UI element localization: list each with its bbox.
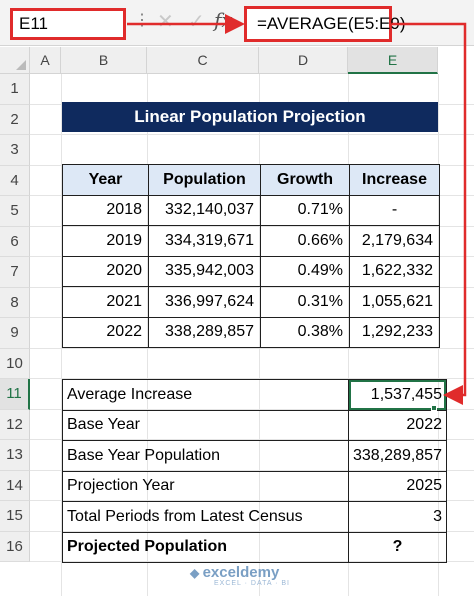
column-header-c[interactable]: C	[147, 47, 259, 74]
column-header-e[interactable]: E	[348, 47, 438, 74]
name-box[interactable]: E11	[10, 8, 126, 40]
summary-row: Projected Population ?	[62, 531, 447, 563]
column-header-a[interactable]: A	[30, 47, 61, 74]
summary-table: Average Increase 1,537,455 Base Year 202…	[62, 379, 447, 563]
select-all-corner[interactable]	[0, 47, 30, 74]
cell-year[interactable]: 2018	[62, 194, 149, 226]
page-title: Linear Population Projection	[62, 102, 438, 132]
header-year: Year	[62, 164, 149, 196]
summary-label[interactable]: Projected Population	[62, 531, 349, 563]
enter-icon[interactable]: ✓	[188, 11, 205, 33]
row-header-11[interactable]: 11	[0, 379, 30, 410]
row-header-8[interactable]: 8	[0, 287, 30, 318]
table-row: 2019 334,319,671 0.66% 2,179,634	[62, 225, 440, 257]
arrow-formula-to-cell	[392, 22, 467, 405]
grid-line	[30, 378, 474, 379]
table-row: 2022 338,289,857 0.38% 1,292,233	[62, 316, 440, 348]
exceldemy-logo: ◆ exceldemy	[190, 564, 280, 581]
row-header-16[interactable]: 16	[0, 531, 30, 562]
column-header-b[interactable]: B	[61, 47, 147, 74]
row-header-2[interactable]: 2	[0, 104, 30, 135]
cell-year[interactable]: 2022	[62, 316, 149, 348]
summary-label[interactable]: Total Periods from Latest Census	[62, 501, 349, 533]
grid-line	[30, 347, 474, 349]
table-header-row: Year Population Growth Increase	[62, 164, 440, 196]
summary-value[interactable]: 338,289,857	[348, 440, 447, 472]
cell-growth[interactable]: 0.38%	[260, 316, 350, 348]
population-table: Year Population Growth Increase 2018 332…	[62, 164, 440, 348]
row-header-3[interactable]: 3	[0, 135, 30, 166]
cell-e11-average-increase[interactable]: 1,537,455	[348, 379, 447, 411]
cell-growth[interactable]: 0.71%	[260, 194, 350, 226]
cell-year[interactable]: 2021	[62, 286, 149, 318]
cell-increase[interactable]: 1,292,233	[349, 316, 440, 348]
grid-line	[61, 74, 62, 596]
cell-increase[interactable]: 1,055,621	[349, 286, 440, 318]
row-header-5[interactable]: 5	[0, 196, 30, 227]
cell-population[interactable]: 332,140,037	[148, 194, 261, 226]
cell-increase[interactable]: 2,179,634	[349, 225, 440, 257]
row-header-10[interactable]: 10	[0, 348, 30, 379]
row-header-15[interactable]: 15	[0, 501, 30, 532]
row-header-14[interactable]: 14	[0, 470, 30, 501]
exceldemy-tagline: EXCEL · DATA · BI	[214, 580, 290, 587]
summary-row: Total Periods from Latest Census 3	[62, 501, 447, 533]
table-row: 2021 336,997,624 0.31% 1,055,621	[62, 286, 440, 318]
row-header-9[interactable]: 9	[0, 318, 30, 349]
grid-line	[30, 134, 474, 135]
cell-growth[interactable]: 0.49%	[260, 255, 350, 287]
summary-value[interactable]: 2025	[348, 470, 447, 502]
row-header-4[interactable]: 4	[0, 165, 30, 196]
row-header-1[interactable]: 1	[0, 74, 30, 105]
row-header-7[interactable]: 7	[0, 257, 30, 288]
header-increase: Increase	[349, 164, 440, 196]
column-header-d[interactable]: D	[259, 47, 348, 74]
header-growth: Growth	[260, 164, 350, 196]
formula-input[interactable]: =AVERAGE(E5:E9)	[244, 6, 406, 42]
row-header-6[interactable]: 6	[0, 226, 30, 257]
summary-value[interactable]: 3	[348, 501, 447, 533]
cell-population[interactable]: 334,319,671	[148, 225, 261, 257]
cell-population[interactable]: 338,289,857	[148, 316, 261, 348]
table-row: 2018 332,140,037 0.71% -	[62, 194, 440, 226]
summary-label[interactable]: Average Increase	[62, 379, 349, 411]
question-mark-icon[interactable]: ?	[348, 531, 447, 563]
summary-row: Average Increase 1,537,455	[62, 379, 447, 411]
row-header-13[interactable]: 13	[0, 440, 30, 471]
row-header-12[interactable]: 12	[0, 409, 30, 440]
cancel-icon[interactable]: ✕	[157, 11, 174, 33]
fill-handle[interactable]	[431, 405, 437, 411]
